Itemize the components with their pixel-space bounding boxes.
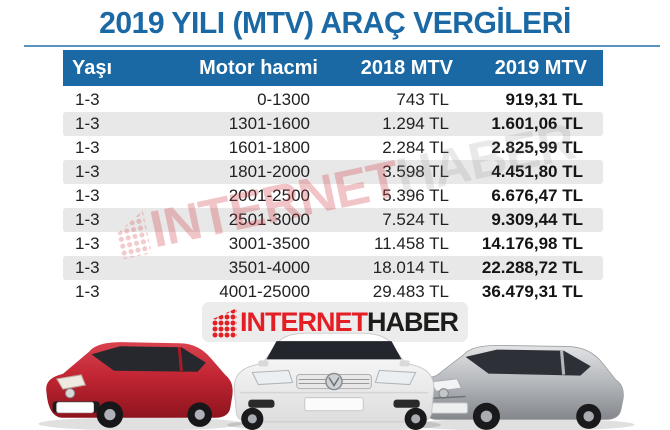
table-header-row: Yaşı Motor hacmi 2018 MTV 2019 MTV xyxy=(63,50,603,86)
table-row: 1-3 1801-2000 3.598 TL 4.451,80 TL xyxy=(63,160,603,184)
table-row: 1-3 3501-4000 18.014 TL 22.288,72 TL xyxy=(63,256,603,280)
cell-age: 1-3 xyxy=(75,258,100,277)
logo-text-haber: HABER xyxy=(366,306,459,337)
cell-2019: 9.309,44 TL xyxy=(491,210,583,229)
cell-engine: 2501-3000 xyxy=(228,210,310,229)
table-row: 1-3 1301-1600 1.294 TL 1.601,06 TL xyxy=(63,112,603,136)
cell-2018: 743 TL xyxy=(396,90,449,109)
table-row: 1-3 0-1300 743 TL 919,31 TL xyxy=(63,88,603,112)
cell-2019: 36.479,31 TL xyxy=(481,282,583,301)
page-title: 2019 YILI (MTV) ARAÇ VERGİLERİ xyxy=(99,5,571,40)
cell-age: 1-3 xyxy=(75,114,100,133)
cell-2019: 14.176,98 TL xyxy=(481,234,583,253)
column-header-age: Yaşı xyxy=(72,56,113,79)
cell-engine: 3001-3500 xyxy=(228,234,310,253)
cell-engine: 1801-2000 xyxy=(228,162,310,181)
red-hatchback-image xyxy=(38,342,243,430)
cell-2019: 22.288,72 TL xyxy=(481,258,583,277)
cell-engine: 4001-25000 xyxy=(219,282,310,301)
cell-age: 1-3 xyxy=(75,282,100,301)
cell-2019: 1.601,06 TL xyxy=(491,114,583,133)
cell-age: 1-3 xyxy=(75,186,100,205)
cell-engine: 1301-1600 xyxy=(228,114,310,133)
title-divider xyxy=(24,45,660,47)
cell-2018: 1.294 TL xyxy=(382,114,449,133)
table-row: 1-3 2501-3000 7.524 TL 9.309,44 TL xyxy=(63,208,603,232)
cell-engine: 1601-1800 xyxy=(228,138,310,157)
table-row: 1-3 1601-1800 2.284 TL 2.825,99 TL xyxy=(63,136,603,160)
cell-age: 1-3 xyxy=(75,138,100,157)
cell-age: 1-3 xyxy=(75,162,100,181)
mtv-table: Yaşı Motor hacmi 2018 MTV 2019 MTV 1-3 0… xyxy=(63,50,603,304)
column-header-engine: Motor hacmi xyxy=(199,56,318,79)
cell-engine: 2001-2500 xyxy=(228,186,310,205)
cell-2018: 2.284 TL xyxy=(382,138,449,157)
cell-2018: 7.524 TL xyxy=(382,210,449,229)
table-row: 1-3 2001-2500 5.396 TL 6.676,47 TL xyxy=(63,184,603,208)
cell-2018: 29.483 TL xyxy=(372,282,449,301)
cell-2019: 2.825,99 TL xyxy=(491,138,583,157)
table-body: 1-3 0-1300 743 TL 919,31 TL 1-3 1301-160… xyxy=(63,88,603,304)
cell-2018: 5.396 TL xyxy=(382,186,449,205)
silver-hatchback-image xyxy=(409,344,635,430)
cell-2018: 3.598 TL xyxy=(382,162,449,181)
table-row: 1-3 3001-3500 11.458 TL 14.176,98 TL xyxy=(63,232,603,256)
cell-engine: 0-1300 xyxy=(257,90,310,109)
column-header-2019: 2019 MTV xyxy=(494,56,587,79)
cell-2019: 6.676,47 TL xyxy=(491,186,583,205)
white-sedan-image xyxy=(227,332,441,430)
cell-2018: 18.014 TL xyxy=(372,258,449,277)
table-row: 1-3 4001-25000 29.483 TL 36.479,31 TL xyxy=(63,280,603,304)
column-header-2018: 2018 MTV xyxy=(360,56,453,79)
cell-age: 1-3 xyxy=(75,90,100,109)
cell-age: 1-3 xyxy=(75,210,100,229)
cell-2019: 919,31 TL xyxy=(505,90,584,109)
cell-2019: 4.451,80 TL xyxy=(491,162,583,181)
cell-engine: 3501-4000 xyxy=(228,258,310,277)
logo-text-internet: INTERNET xyxy=(239,306,368,337)
cell-2018: 11.458 TL xyxy=(374,234,449,253)
cell-age: 1-3 xyxy=(75,234,100,253)
